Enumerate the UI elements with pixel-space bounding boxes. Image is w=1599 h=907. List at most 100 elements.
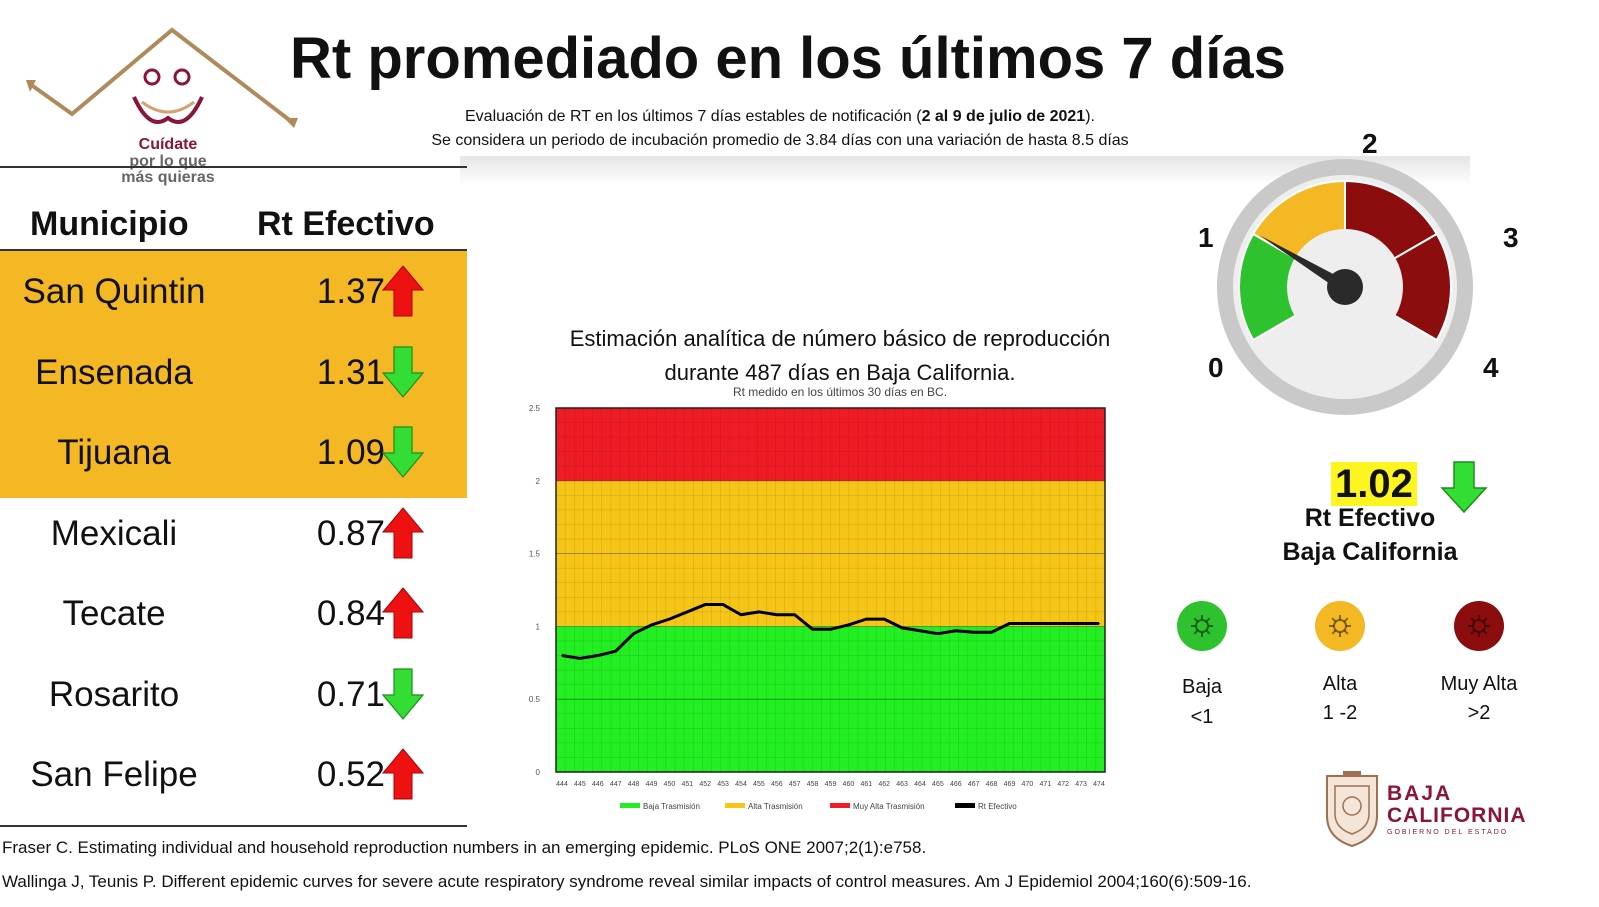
legend-label: Rt Efectivo (978, 802, 1017, 811)
data-point (722, 603, 724, 606)
x-tick-label: 444 (556, 781, 568, 788)
table-row: Tijuana 1.09 (0, 411, 467, 493)
band-0 (556, 626, 1105, 772)
bc-logo-line2: CALIFORNIA (1387, 804, 1527, 827)
table-header-rule (0, 249, 467, 251)
data-point (704, 603, 706, 606)
x-tick-label: 470 (1022, 781, 1034, 788)
data-point (668, 618, 671, 620)
plot-frame (555, 407, 1106, 773)
municipio-name: San Felipe (30, 755, 198, 794)
data-point (579, 657, 581, 660)
y-tick-label: 1 (536, 622, 541, 631)
level-name: Muy Alta (1440, 673, 1518, 695)
x-tick-label: 446 (592, 781, 604, 788)
level-name: Baja (1181, 676, 1223, 698)
data-point (990, 631, 993, 634)
data-point (740, 613, 742, 616)
page-title: Rt promediado en los últimos 7 días (290, 26, 1286, 91)
data-point (650, 624, 653, 626)
rt-value: 1.09 (316, 433, 385, 472)
x-tick-label: 459 (825, 781, 837, 788)
data-point (937, 632, 939, 635)
x-tick-label: 472 (1057, 781, 1069, 788)
municipio-name: Tijuana (57, 433, 171, 472)
rt-value: 0.84 (316, 594, 385, 633)
header-rt-efectivo: Rt Efectivo (257, 205, 435, 243)
data-point (811, 628, 814, 631)
x-tick-label: 445 (574, 781, 586, 788)
data-point (1008, 622, 1011, 625)
data-point (793, 613, 796, 616)
data-point (632, 632, 635, 635)
x-tick-label: 465 (932, 781, 944, 788)
x-tick-label: 463 (896, 781, 908, 788)
rt-gauge (1217, 159, 1473, 415)
x-tick-label: 450 (664, 781, 676, 788)
table-row: San Felipe 0.52 (0, 733, 467, 815)
data-point (1044, 622, 1047, 625)
y-tick-label: 2.5 (529, 405, 541, 413)
data-point (847, 624, 850, 626)
x-tick-label: 466 (950, 781, 962, 788)
x-tick-label: 455 (753, 781, 765, 788)
rt-value: 1.31 (316, 352, 385, 392)
x-tick-label: 456 (771, 781, 783, 788)
table-row: Rosarito 0.71 (0, 653, 467, 735)
rt-line-chart: 0 0.5 1 1.5 2 2.5 444 445 446 447 448 449 450 451 452 4… (529, 405, 1106, 811)
up-arrow-icon (382, 748, 424, 800)
x-tick-label: 451 (681, 781, 693, 788)
down-arrow-icon (1440, 461, 1488, 514)
cuidate-logo (22, 22, 302, 192)
data-point (829, 628, 832, 631)
up-arrow-icon (382, 587, 424, 639)
gauge-label-0: 0 (1208, 352, 1224, 383)
rt-value: 0.87 (316, 513, 385, 553)
legend-label: Baja Trasmisión (643, 802, 700, 811)
down-arrow-icon (382, 345, 424, 398)
data-point (919, 629, 921, 632)
level-range: 1 -2 (1322, 702, 1358, 724)
x-tick-label: 447 (610, 781, 622, 788)
x-tick-label: 467 (968, 781, 980, 788)
bc-shield-icon (1326, 771, 1378, 848)
reference-1: Fraser C. Estimating individual and hous… (2, 838, 927, 857)
gauge-hub (1327, 269, 1363, 305)
y-tick-label: 1.5 (529, 550, 541, 559)
house-icon (26, 27, 298, 128)
data-point (972, 631, 975, 634)
chart-title-line1: Estimación analítica de número básico de… (569, 326, 1111, 351)
x-tick-label: 469 (1004, 781, 1016, 788)
gauge-label-3: 3 (1503, 222, 1519, 253)
x-tick-label: 461 (860, 781, 872, 788)
table-row: Ensenada 1.31 (0, 331, 467, 413)
up-arrow-icon (382, 265, 424, 317)
data-point (1080, 622, 1082, 625)
data-point (614, 650, 617, 652)
x-tick-label: 473 (1075, 781, 1087, 788)
x-tick-label: 454 (735, 781, 747, 788)
header-municipio: Municipio (30, 205, 189, 243)
logo-line2: por lo que más quieras (121, 153, 215, 186)
bc-region-label: Baja California (1282, 538, 1458, 566)
table-row: Mexicali 0.87 (0, 492, 467, 574)
virus-icon (1454, 601, 1504, 651)
municipio-name: Mexicali (50, 513, 178, 553)
x-tick-label: 471 (1039, 781, 1051, 788)
gauge-label-2: 2 (1362, 128, 1378, 159)
page-subtitle: Evaluación de RT en los últimos 7 días e… (465, 108, 1095, 125)
legend-swatch (725, 803, 745, 808)
x-tick-label: 468 (986, 781, 998, 788)
down-arrow-icon (382, 426, 424, 478)
data-point (901, 627, 903, 629)
x-tick-label: 453 (717, 781, 729, 788)
bc-logo-line3: GOBIERNO DEL ESTADO (1387, 829, 1509, 836)
data-point (865, 618, 868, 620)
rt-value: 0.52 (316, 755, 385, 794)
x-tick-label: 458 (807, 781, 819, 788)
legend-swatch (955, 803, 975, 808)
municipio-name: San Quintin (22, 272, 206, 311)
x-tick-label: 462 (878, 781, 890, 788)
municipio-name: Rosarito (48, 674, 180, 714)
data-point (686, 611, 689, 613)
